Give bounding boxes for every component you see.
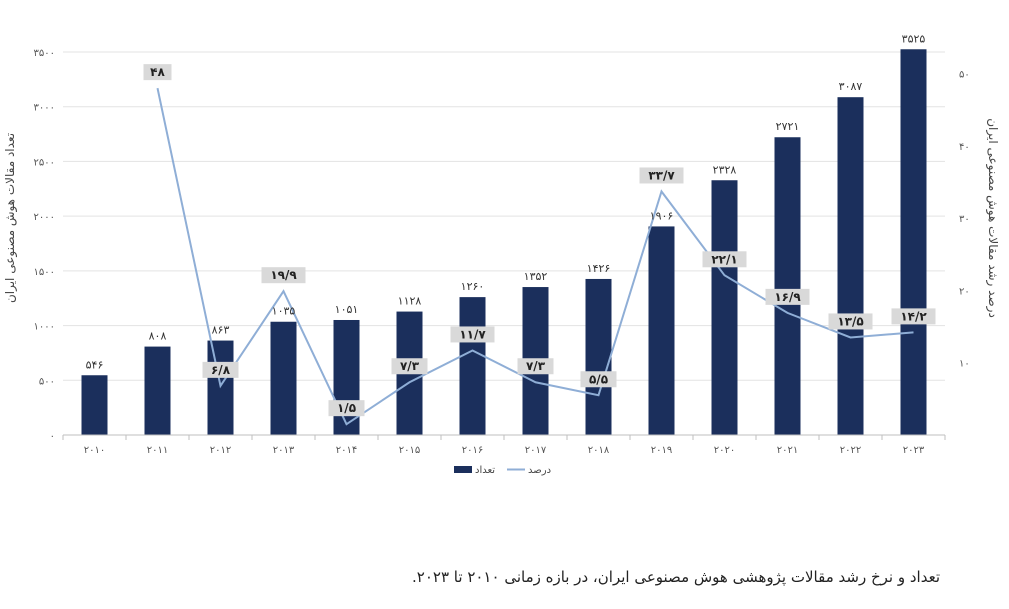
bar-value-label: ۸۶۳ [212,324,230,337]
percent-label-box [202,361,239,378]
bar-value-label: ۲۷۲۱ [776,120,800,133]
bar-value-label: ۳۰۸۷ [839,80,863,93]
left-tick-label: ۳۰۰۰ [34,103,55,114]
left-tick-label: ۲۵۰۰ [34,157,55,168]
right-tick-label: ۴۰ [959,142,970,153]
bar-value-label: ۲۳۲۸ [713,163,737,176]
x-tick-label: ۲۰۲۳ [903,445,925,456]
percent-label-box [517,358,554,375]
x-tick-label: ۲۰۲۲ [840,445,861,456]
percent-label: ۱۹/۹ [270,268,297,282]
legend-label-line: درصد [528,465,551,476]
percent-label-box [328,400,365,417]
figure-caption: تعداد و نرخ رشد مقالات پژوهشی هوش مصنوعی… [412,568,940,586]
percent-label: ۳۳/۷ [648,168,675,182]
bar [900,49,927,436]
bar [459,297,486,435]
growth-line [156,87,914,426]
x-tick-label: ۲۰۱۱ [147,445,168,456]
percent-label-box [828,313,873,330]
x-tick-label: ۲۰۲۰ [714,445,735,456]
grid [63,51,945,381]
percent-label: ۶/۸ [211,363,231,377]
bar-value-label: ۱۴۲۶ [587,262,611,275]
right-tick-label: ۱۰ [959,359,970,370]
percent-label: ۷/۳ [400,359,420,373]
bar [144,346,171,435]
percent-label: ۱۶/۹ [774,290,801,304]
percent-label-box [702,251,747,268]
right-axis-title: درصد رشد مقالات هوش مصنوعی ایران [985,118,1000,318]
bar [774,137,801,435]
x-tick-label: ۲۰۱۳ [273,445,295,456]
bar-value-label: ۸۰۸ [149,330,167,343]
legend-label-bars: تعداد [475,465,495,476]
left-tick-label: ۰ [50,431,55,442]
percent-label-box [891,308,936,325]
percent-label-box [143,64,172,81]
x-tick-label: ۲۰۱۶ [462,445,483,456]
percent-label-box [765,288,810,305]
data-labels: ۵۴۶ ۸۰۸ ۸۶۳ ۱۰۳۵ ۱۰۵۱ ۱۱۲۸ ۱۲۶۰ ۱۳۵۲ ۱۴۲۶ ۱۹۰۶ ۲۳۲… [86,32,936,417]
percent-label: ۷/۳ [526,359,546,373]
bar-value-label: ۵۴۶ [86,358,104,371]
percent-label-box [450,326,495,343]
left-tick-label: ۲۰۰۰ [34,212,55,223]
right-tick-label: ۵۰ [959,70,970,81]
x-tick-label: ۲۰۱۹ [651,445,672,456]
percent-label: ۱۴/۲ [900,309,927,323]
bar-value-label: ۱۱۲۸ [398,295,422,308]
left-tick-label: ۱۵۰۰ [34,267,55,278]
right-tick-label: ۲۰ [959,286,970,297]
bar-series [81,49,927,436]
bar [270,321,297,435]
left-tick-label: ۵۰۰ [39,376,55,387]
bar [81,375,108,435]
x-tick-label: ۲۰۱۵ [399,445,420,456]
x-tick-label: ۲۰۱۲ [210,445,231,456]
x-tick-label: ۲۰۱۰ [84,445,105,456]
x-tick-label: ۲۰۲۱ [777,445,798,456]
x-tick-label: ۲۰۱۷ [525,445,547,456]
percent-label-box [391,358,428,375]
percent-label: ۱۳/۵ [837,314,863,328]
legend: تعداد درصد [454,465,551,476]
bar [207,340,234,435]
legend-swatch-bars [454,466,472,473]
left-tick-label: ۳۵۰۰ [34,48,55,59]
bar-value-label: ۱۳۵۲ [524,270,548,283]
bar [711,180,738,435]
percent-label: ۱/۵ [337,401,356,415]
percent-label: ۵/۵ [589,372,608,386]
bar [585,278,612,435]
percent-label-box [639,167,684,184]
bar-value-label: ۳۵۲۵ [902,32,926,45]
bar-value-label: ۱۰۳۵ [272,305,296,318]
percent-label-box [261,267,306,284]
bar-value-label: ۱۲۶۰ [461,280,485,293]
bar-value-label: ۱۰۵۱ [335,303,359,316]
bar [837,97,864,435]
percent-label: ۴۸ [150,65,165,79]
bar-value-label: ۱۹۰۶ [650,209,674,222]
x-tick-label: ۲۰۱۴ [336,445,357,456]
left-axis-title: تعداد مقالات هوش مصنوعی ایران [3,133,18,303]
percent-label: ۲۲/۱ [711,252,737,266]
percent-label-box [580,371,617,388]
line-series [156,87,914,426]
axes: ۰ ۵۰۰ ۱۰۰۰ ۱۵۰۰ ۲۰۰۰ ۲۵۰۰ ۳۰۰۰ ۳۵۰۰ ۱۰ ۲۰ ۳۰ ۴۰ ۵۰ ۲۰… [34,48,970,456]
right-tick-label: ۳۰ [959,214,970,225]
percent-label: ۱۱/۷ [459,327,486,341]
x-tick-label: ۲۰۱۸ [588,445,610,456]
bar [648,226,675,435]
left-tick-label: ۱۰۰۰ [34,322,55,333]
